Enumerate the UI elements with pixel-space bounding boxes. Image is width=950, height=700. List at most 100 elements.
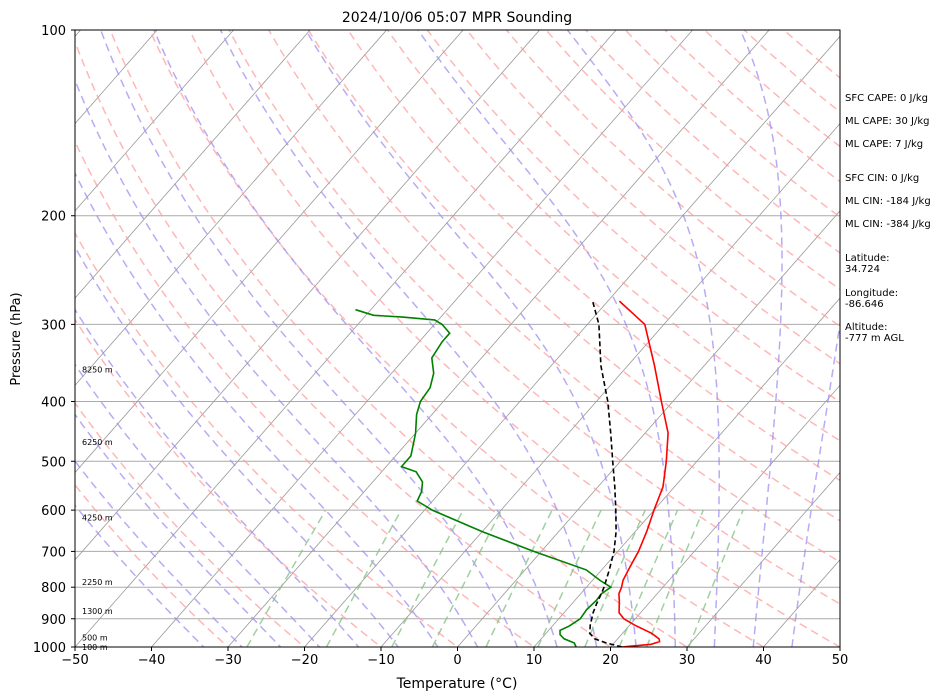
isotherm-line xyxy=(533,297,840,647)
dry-adiabat-line xyxy=(228,30,840,605)
x-tick-label: 10 xyxy=(526,653,543,668)
moist-adiabat-line xyxy=(417,30,677,647)
moist-adiabat-line xyxy=(739,30,783,647)
height-label: 4250 m xyxy=(82,514,113,523)
x-tick-label: −50 xyxy=(61,653,88,668)
moist-adiabat-line xyxy=(75,504,205,647)
moist-adiabat-line xyxy=(219,30,598,647)
background-lines xyxy=(75,30,840,647)
dry-adiabat-line xyxy=(75,39,612,647)
chart-title: 2024/10/06 05:07 MPR Sounding xyxy=(342,10,572,26)
sfc-cape-text: SFC CAPE: 0 J/kg xyxy=(845,93,928,104)
isotherm-line xyxy=(303,35,840,647)
longitude-text: Longitude: -86.646 xyxy=(845,288,899,310)
isotherm-line xyxy=(150,30,694,647)
isotherm-line xyxy=(75,30,464,474)
dry-adiabat-line xyxy=(149,30,766,647)
moist-adiabat-line xyxy=(75,308,360,647)
dry-adiabat-line xyxy=(267,30,840,563)
moist-adiabat-line xyxy=(566,30,720,647)
y-tick-label: 500 xyxy=(41,455,66,470)
x-tick-label: −40 xyxy=(138,653,165,668)
y-tick-label: 100 xyxy=(41,24,66,39)
isotherm-line xyxy=(686,471,840,647)
height-label: 8250 m xyxy=(82,365,113,374)
dry-adiabat-line xyxy=(188,30,840,647)
isotherm-line xyxy=(75,30,388,386)
dry-adiabat-line xyxy=(75,318,383,647)
moist-adiabat-line xyxy=(153,30,558,647)
y-tick-label: 1000 xyxy=(33,641,66,656)
dry-adiabat-line xyxy=(584,30,840,254)
isotherm-line xyxy=(75,30,541,561)
moist-adiabat-line xyxy=(75,459,244,647)
mixing-ratio-line xyxy=(246,509,327,647)
x-tick-label: 40 xyxy=(755,653,772,668)
dry-adiabat-line xyxy=(624,30,840,218)
x-axis-label: Temperature (°C) xyxy=(396,676,518,692)
height-label: 6250 m xyxy=(82,438,113,447)
y-tick-label: 900 xyxy=(41,613,66,628)
x-tick-label: 50 xyxy=(832,653,849,668)
mixing-ratio-line xyxy=(391,509,464,647)
moist-adiabat-line xyxy=(75,171,439,647)
height-label: 500 m xyxy=(82,633,108,642)
dry-adiabat-line xyxy=(75,483,230,647)
series-layer xyxy=(355,300,669,647)
moist-adiabat-line xyxy=(75,413,282,647)
isotherm-line xyxy=(609,384,840,647)
isotherm-line xyxy=(227,30,770,647)
sfc-cin-text: SFC CIN: 0 J/kg xyxy=(845,173,920,184)
x-tick-label: 20 xyxy=(602,653,619,668)
height-label: 1300 m xyxy=(82,607,113,616)
mixing-ratio-line xyxy=(618,509,679,647)
moist-adiabat-line xyxy=(791,319,840,647)
isotherm-line xyxy=(75,30,235,212)
mixing-ratio-line xyxy=(584,509,646,647)
isotherm-line xyxy=(75,30,158,125)
latitude-text: Latitude: 34.724 xyxy=(845,253,890,275)
altitude-text: Altitude: -777 m AGL xyxy=(845,322,904,344)
dry-adiabat-line xyxy=(386,30,840,442)
y-tick-label: 300 xyxy=(41,318,66,333)
dry-adiabat-line xyxy=(703,30,840,148)
x-axis-ticks: −50 −40 −30 −20 −10 0 10 20 30 40 50 xyxy=(61,647,848,668)
x-tick-label: −10 xyxy=(367,653,394,668)
ml-cape-text-2: ML CAPE: 7 J/kg xyxy=(845,139,924,150)
ml-cin-text-2: ML CIN: -384 J/kg xyxy=(845,219,931,230)
dry-adiabat-line xyxy=(505,30,840,328)
temperature-line xyxy=(618,300,669,647)
moist-adiabat-line xyxy=(305,30,637,647)
y-tick-label: 700 xyxy=(41,545,66,560)
dewpoint-line xyxy=(355,308,613,647)
dry-adiabat-line xyxy=(75,140,536,647)
mixing-ratio-line xyxy=(645,509,704,647)
x-tick-label: 30 xyxy=(679,653,696,668)
x-tick-label: −30 xyxy=(214,653,241,668)
mixing-ratio-line xyxy=(325,509,402,647)
ml-cin-text: ML CIN: -184 J/kg xyxy=(845,196,931,207)
dry-adiabat-line xyxy=(465,30,840,365)
moist-adiabat-line xyxy=(99,30,519,647)
dry-adiabat-line xyxy=(347,30,840,482)
mixing-ratio-line xyxy=(688,509,744,647)
y-axis-label: Pressure (hPa) xyxy=(9,292,24,385)
parcel-path-line xyxy=(588,300,623,647)
ml-cape-text: ML CAPE: 30 J/kg xyxy=(845,116,930,127)
dry-adiabat-line xyxy=(663,30,840,183)
isotherm-line xyxy=(75,30,311,299)
x-tick-label: 0 xyxy=(453,653,461,668)
dry-adiabat-line xyxy=(75,231,459,647)
y-tick-label: 400 xyxy=(41,395,66,410)
plot-frame xyxy=(74,29,841,648)
y-axis-ticks: 100 200 300 400 500 600 700 800 900 1000 xyxy=(33,24,75,656)
y-tick-label: 200 xyxy=(41,210,66,225)
y-tick-label: 800 xyxy=(41,581,66,596)
isotherm-line xyxy=(456,210,840,647)
dry-adiabat-line xyxy=(75,401,306,647)
mixing-ratio-line xyxy=(485,509,553,647)
moist-adiabat-line xyxy=(75,245,400,647)
height-label: 2250 m xyxy=(82,578,113,587)
